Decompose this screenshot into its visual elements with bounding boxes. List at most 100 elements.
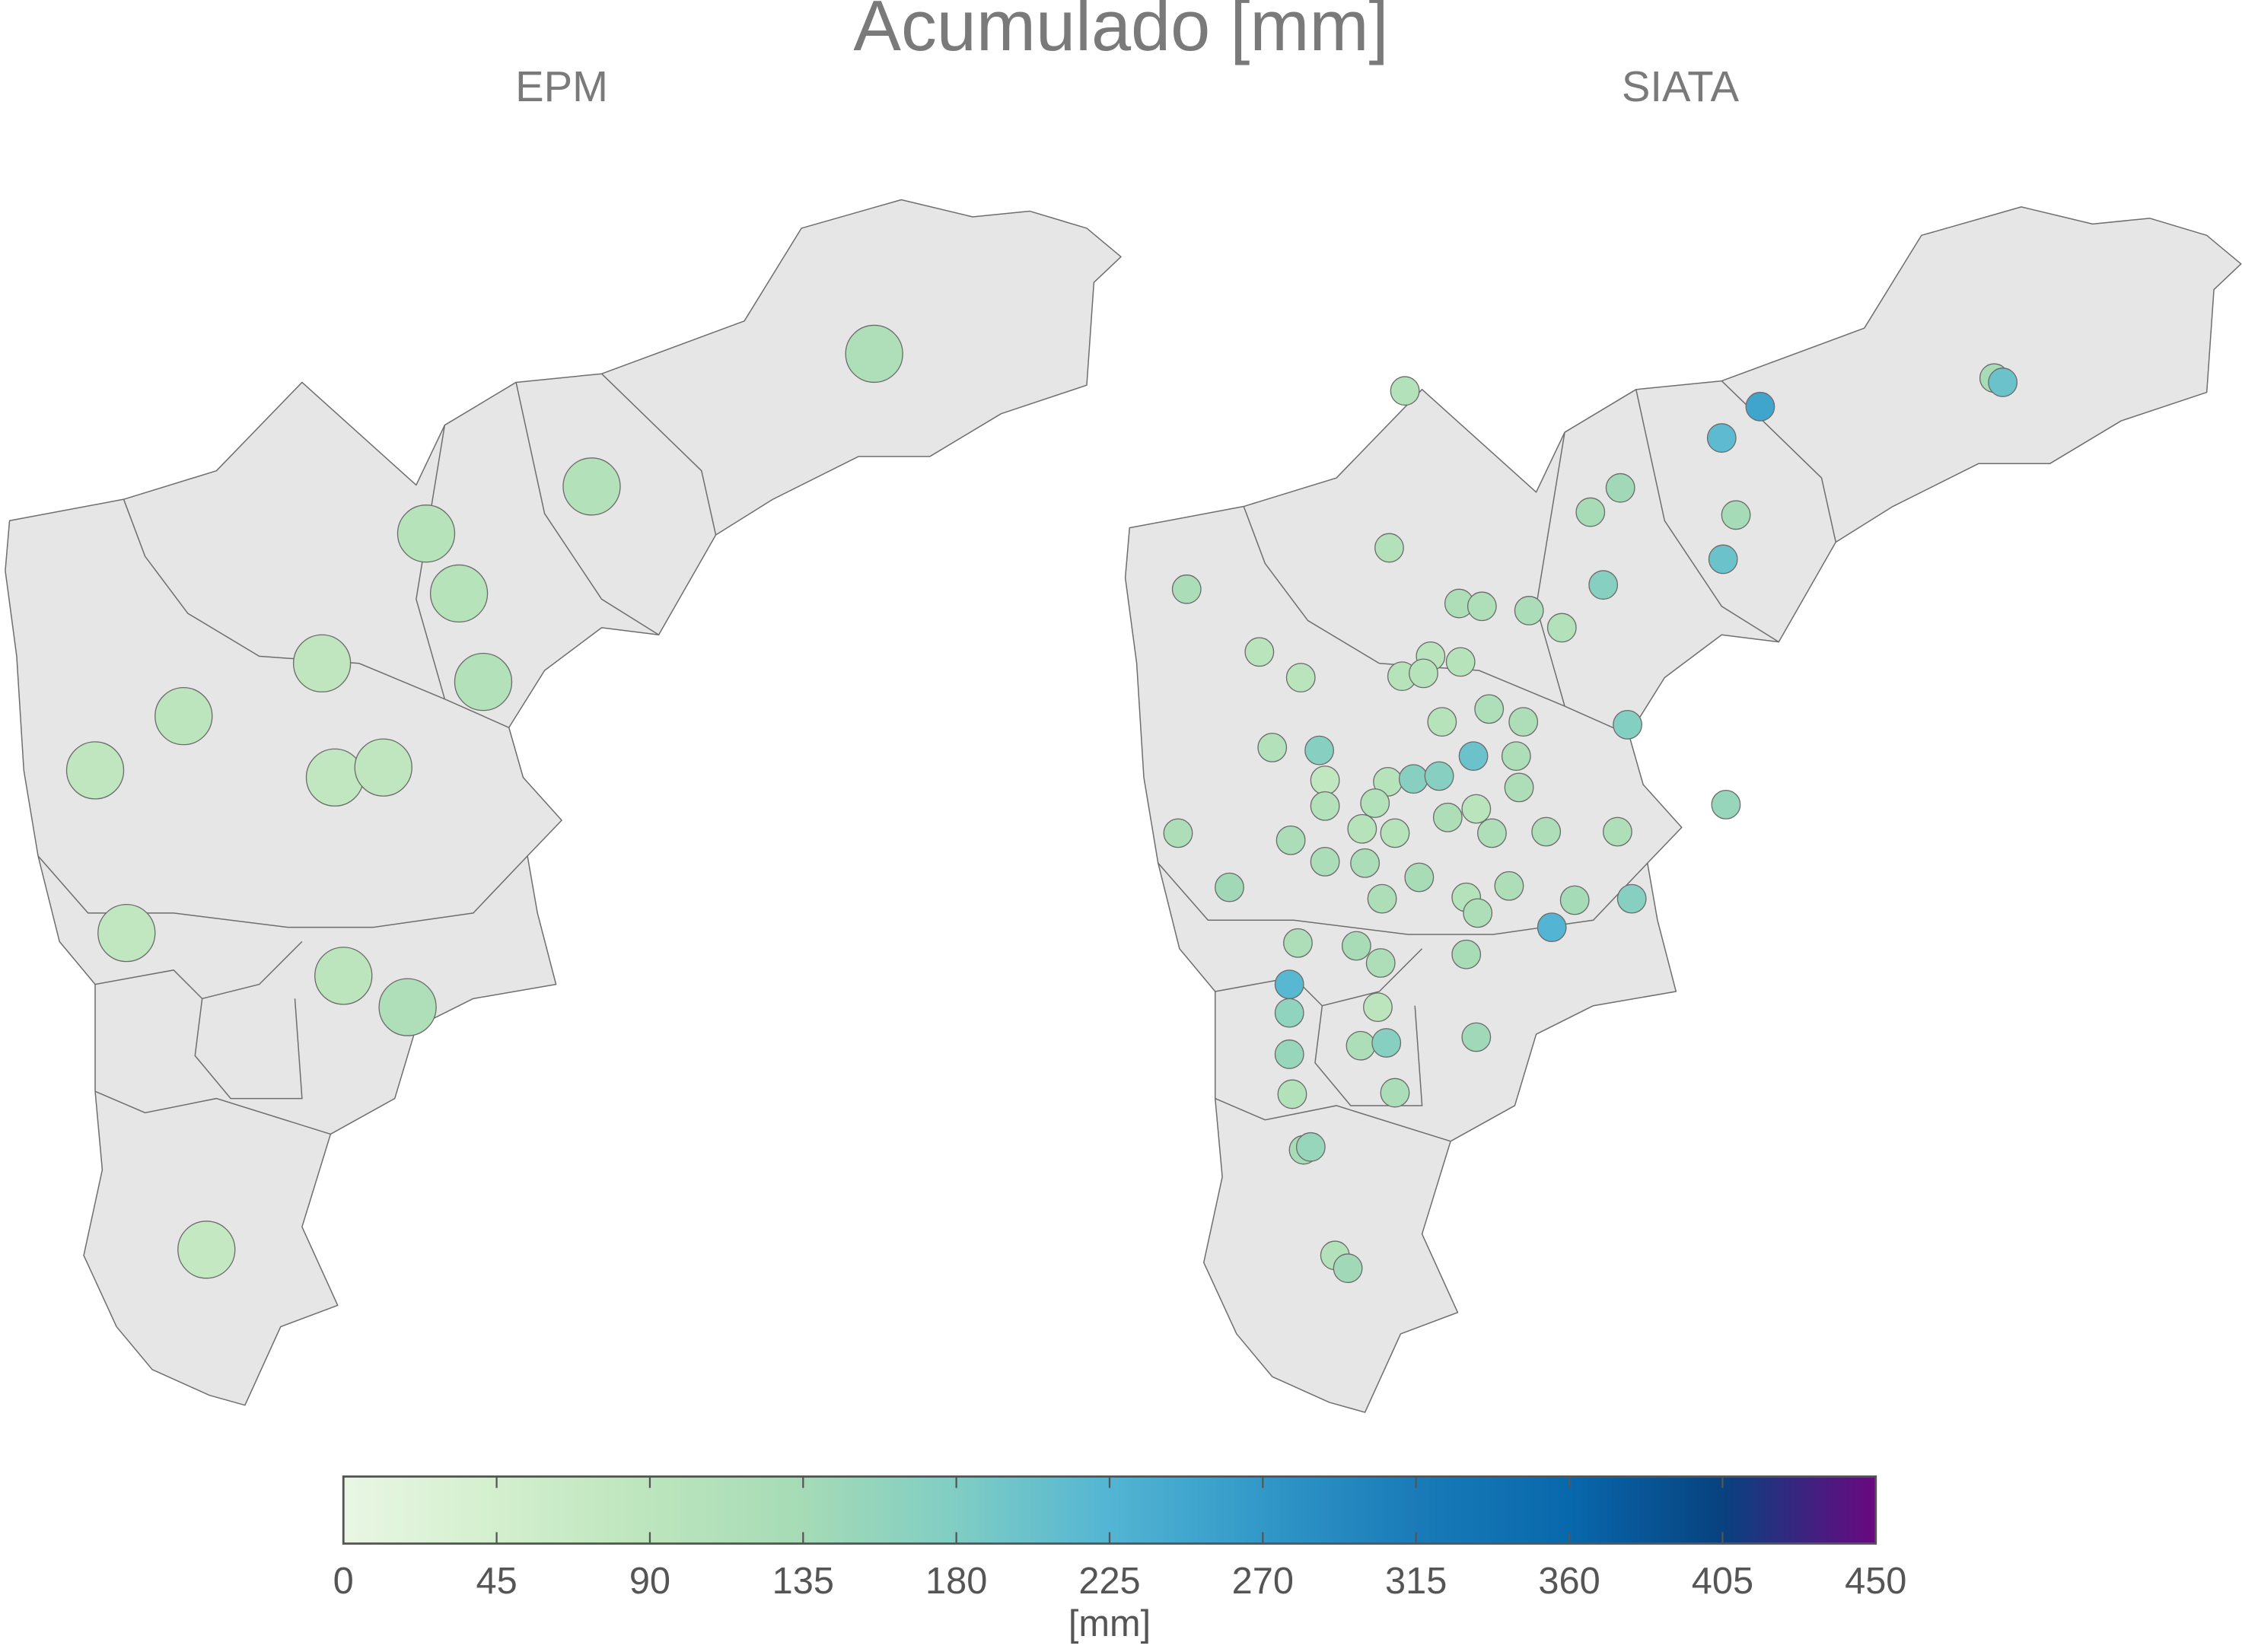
station	[1494, 871, 1524, 901]
station	[1244, 637, 1275, 667]
station	[1350, 848, 1380, 878]
station	[1474, 694, 1505, 724]
colorbar-tick-label: 90	[629, 1561, 670, 1602]
station	[1398, 764, 1428, 794]
station	[1504, 772, 1534, 803]
station	[1404, 862, 1435, 893]
station	[354, 738, 412, 797]
station	[154, 686, 213, 746]
station	[1467, 591, 1497, 622]
station	[1371, 1028, 1402, 1058]
station	[1295, 1132, 1326, 1162]
stations	[65, 324, 2018, 1284]
station	[1477, 818, 1507, 848]
station	[396, 505, 456, 563]
station	[1257, 732, 1288, 762]
station	[1367, 883, 1397, 914]
station	[1363, 992, 1393, 1023]
station	[1275, 825, 1306, 855]
station	[1721, 500, 1751, 530]
station	[454, 652, 513, 711]
station	[1451, 939, 1482, 969]
colorbar-tick-label: 405	[1692, 1561, 1753, 1602]
station	[1588, 570, 1619, 600]
station	[1409, 658, 1438, 689]
station	[1445, 647, 1476, 677]
station	[1461, 1022, 1492, 1052]
station	[1277, 1079, 1307, 1109]
station	[1745, 391, 1775, 422]
station	[1333, 1253, 1363, 1284]
station	[1575, 497, 1606, 527]
station	[1310, 846, 1340, 877]
colorbar-tick-label: 270	[1232, 1561, 1294, 1602]
siata-map	[1124, 205, 2242, 1413]
station	[1605, 473, 1635, 503]
station	[1537, 912, 1567, 943]
station	[1274, 998, 1304, 1028]
panel-title: EPM	[515, 62, 608, 110]
station	[1711, 789, 1741, 820]
station	[292, 634, 352, 692]
station	[1347, 813, 1377, 844]
epm-map	[4, 199, 1122, 1406]
station	[1463, 898, 1493, 928]
colorbar-label: [mm]	[1068, 1603, 1151, 1644]
station	[1163, 818, 1193, 848]
station	[1171, 574, 1202, 604]
station	[1390, 376, 1420, 406]
station	[305, 748, 365, 807]
station	[1546, 613, 1577, 643]
station	[378, 978, 437, 1036]
station	[1304, 735, 1334, 766]
station	[845, 324, 903, 384]
station	[1283, 928, 1313, 958]
station	[1432, 802, 1463, 832]
station	[1461, 794, 1492, 824]
station	[1360, 788, 1390, 818]
panel-title: SIATA	[1622, 62, 1740, 110]
station	[1613, 709, 1642, 740]
station	[1341, 931, 1371, 961]
station	[1501, 741, 1531, 772]
station	[1514, 596, 1544, 625]
station	[1559, 885, 1590, 915]
station	[1458, 741, 1489, 772]
colorbar-tick-label: 135	[772, 1561, 834, 1602]
colorbar-tick-label: 0	[333, 1561, 354, 1602]
station	[97, 903, 156, 963]
station	[1508, 707, 1539, 737]
station	[1310, 766, 1340, 795]
colorbar-tick-label: 450	[1845, 1561, 1906, 1602]
station	[1616, 883, 1647, 914]
station	[1424, 761, 1454, 791]
colorbar-tick-label: 360	[1538, 1561, 1600, 1602]
station	[1706, 423, 1737, 453]
station	[1380, 1077, 1410, 1108]
station	[1310, 791, 1340, 821]
station	[1427, 707, 1457, 737]
station	[1274, 1039, 1304, 1069]
station	[562, 457, 621, 516]
station	[1708, 544, 1738, 575]
figure-title: Acumulado [mm]	[853, 0, 1388, 65]
station	[429, 564, 489, 623]
station	[314, 947, 373, 1005]
station	[1603, 816, 1632, 847]
colorbar-tick-label: 225	[1078, 1561, 1140, 1602]
station	[1274, 969, 1304, 1000]
colorbar-tick-label: 180	[925, 1561, 987, 1602]
colorbar	[342, 1475, 1877, 1545]
station	[1380, 818, 1410, 848]
station	[1215, 872, 1244, 902]
station	[1346, 1030, 1376, 1061]
station	[1988, 368, 2018, 397]
station	[177, 1221, 236, 1279]
station	[1531, 816, 1562, 847]
colorbar-tick-label: 45	[476, 1561, 517, 1602]
station	[1285, 663, 1316, 692]
station	[65, 741, 125, 800]
station	[1374, 533, 1404, 563]
